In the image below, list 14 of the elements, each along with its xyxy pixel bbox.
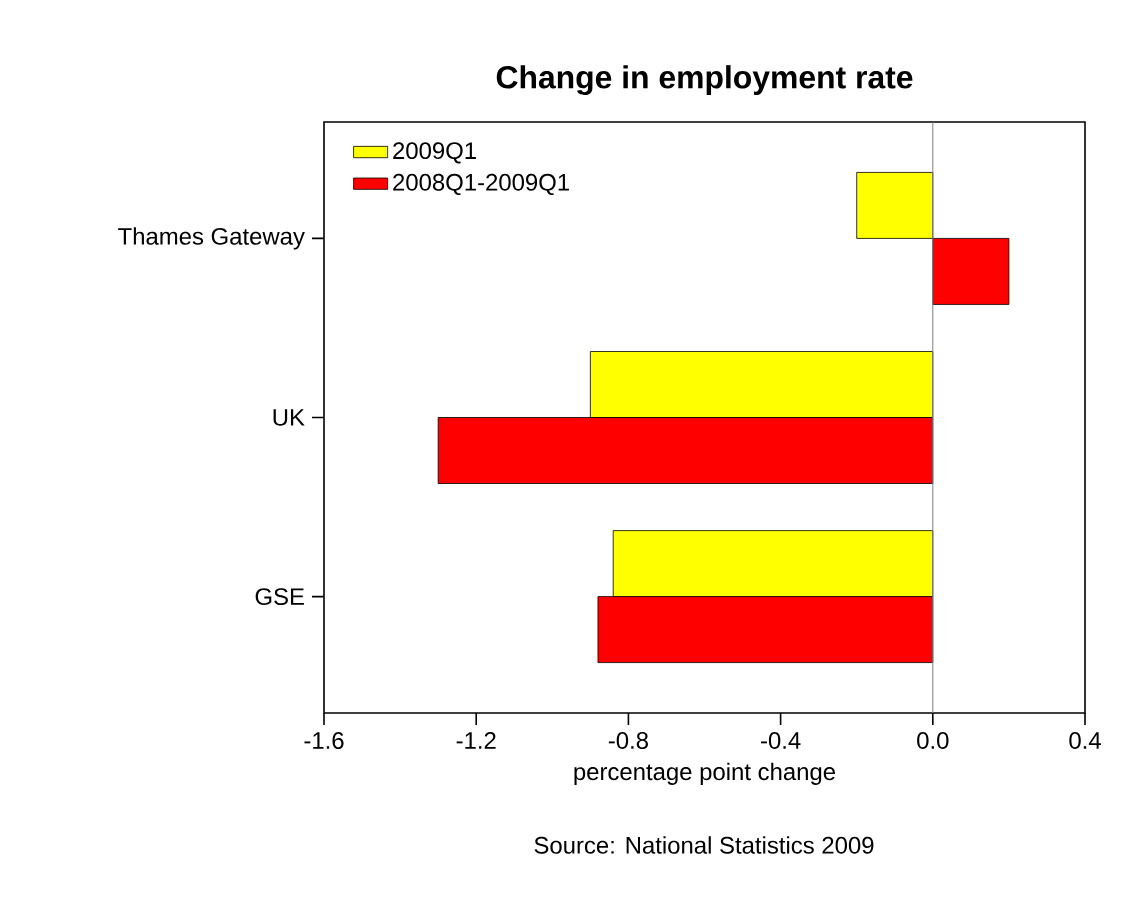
source-note: Source: National Statistics 2009 (534, 836, 874, 854)
legend-label: 2009Q1 (393, 142, 476, 164)
x-axis-title: percentage point change (574, 762, 835, 785)
y-tick-label: Thames Gateway (118, 227, 305, 250)
y-tick-label: GSE (255, 588, 304, 606)
chart-title: Change in employment rate (496, 65, 913, 95)
legend-label: 2008Q1-2009Q1 (393, 173, 569, 196)
x-tick-label: -0.8 (608, 732, 648, 749)
x-tick-label: 0.0 (917, 732, 949, 749)
x-tick-label: 0.4 (1069, 732, 1101, 749)
x-tick-label: -1.2 (456, 732, 496, 749)
y-tick-label: UK (273, 409, 305, 426)
x-tick-label: -1.6 (304, 732, 344, 749)
x-tick-label: -0.4 (761, 732, 801, 749)
